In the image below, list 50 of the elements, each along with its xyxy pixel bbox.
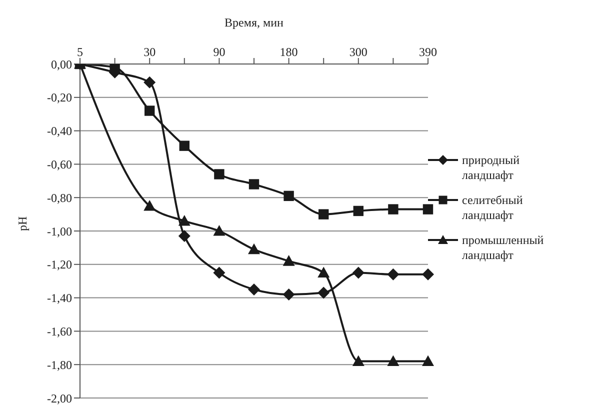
legend-label: природный ландшафт [462, 153, 521, 183]
legend-label: промышленный ландшафт [462, 233, 545, 263]
y-tick-label: -1,40 [47, 291, 72, 306]
point [352, 355, 364, 366]
point [352, 266, 364, 279]
point [318, 209, 329, 220]
y-tick-label: -0,60 [47, 157, 72, 172]
x-tick-label: 30 [144, 45, 156, 59]
point [282, 288, 295, 300]
legend-label: селитебный ландшафт [462, 193, 524, 223]
x-tick-label: 180 [280, 45, 298, 59]
point [318, 266, 330, 278]
point [213, 266, 226, 279]
y-tick-label: -0,40 [47, 124, 72, 138]
point [353, 206, 364, 216]
point [422, 355, 434, 366]
y-tick-label: -1,60 [47, 324, 72, 338]
y-axis-title: pH [15, 216, 30, 231]
point [318, 286, 330, 299]
y-tick-label: 0,00 [51, 57, 72, 72]
x-tick-label: 90 [213, 45, 226, 59]
point [144, 76, 156, 88]
x-tick-label: 5 [77, 45, 83, 59]
point [178, 230, 190, 242]
point [422, 204, 434, 214]
y-tick-label: -1,20 [47, 258, 72, 272]
point [387, 355, 400, 366]
y-tick-label: -1,80 [47, 358, 72, 372]
point [178, 214, 190, 226]
point [248, 179, 260, 190]
y-tick-label: -0,20 [47, 90, 72, 105]
y-tick-label: -1,00 [47, 224, 72, 238]
point [282, 255, 295, 266]
x-tick-label: 390 [419, 45, 437, 59]
point [248, 283, 260, 296]
y-tick-label: -0,80 [47, 190, 72, 205]
point [248, 243, 260, 254]
point [284, 190, 294, 202]
y-tick-label: -2,00 [47, 391, 72, 406]
x-tick-label: 300 [349, 45, 368, 59]
point [144, 106, 155, 116]
point [388, 204, 398, 214]
point [110, 64, 120, 72]
point [422, 268, 434, 280]
point [179, 140, 190, 151]
point [144, 200, 156, 211]
point [387, 268, 400, 280]
point [213, 225, 226, 236]
x-axis-title: Время, мин [224, 16, 284, 30]
point [214, 169, 224, 180]
